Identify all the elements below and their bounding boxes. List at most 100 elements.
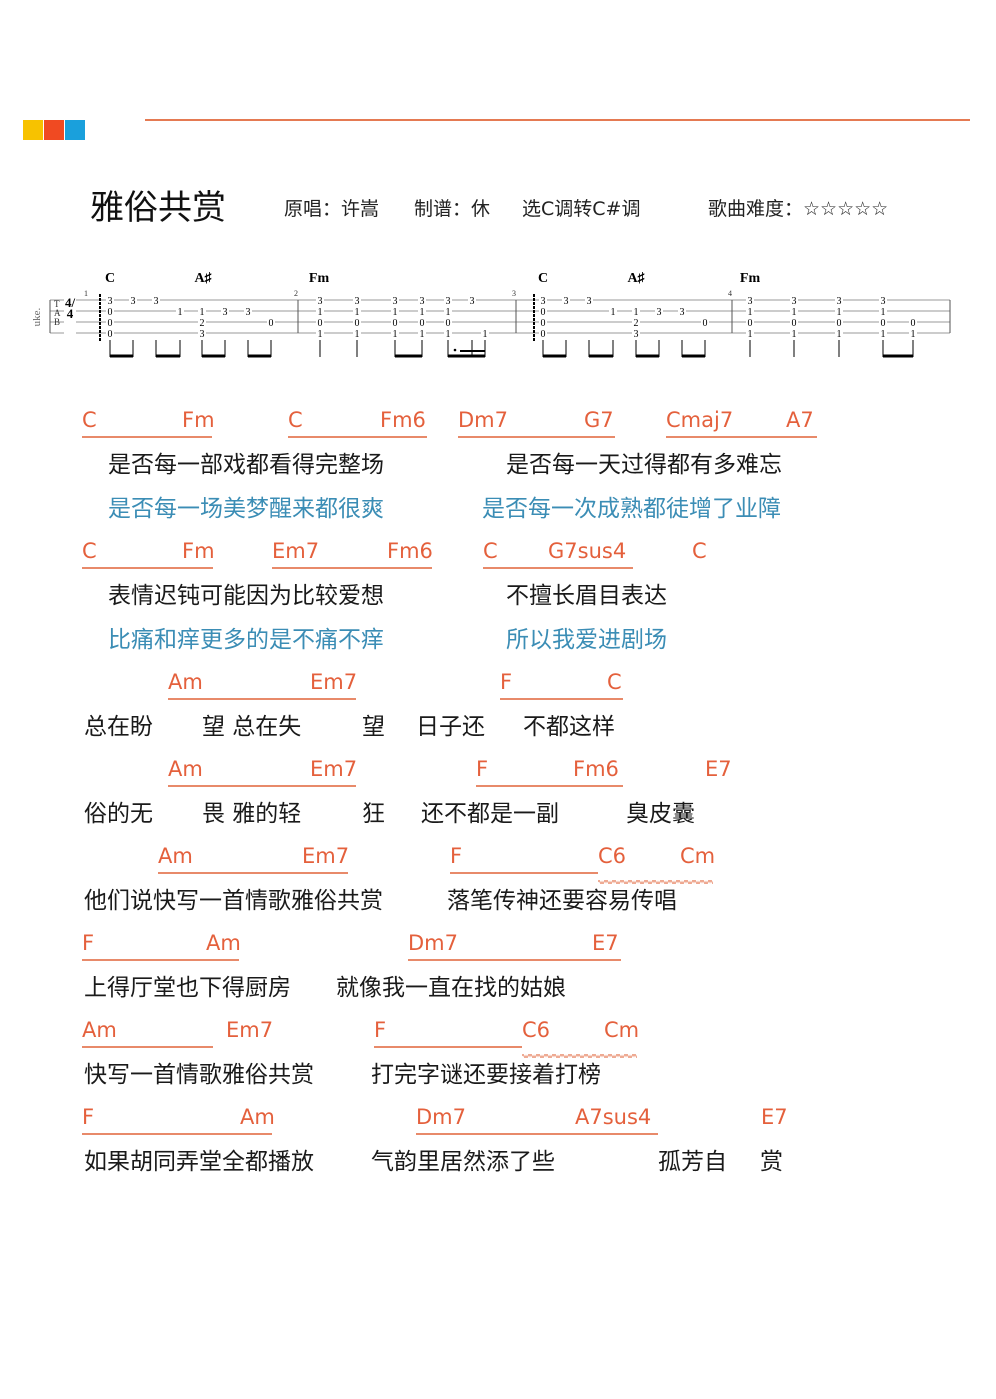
fret-bg [221, 306, 229, 316]
fret-number: 3 [420, 296, 425, 307]
lyric-line: 狂 [362, 801, 385, 827]
fret-bg [418, 295, 426, 305]
fret-bg [444, 306, 452, 316]
fret-bg [106, 328, 114, 338]
chord-underline [168, 785, 356, 787]
fret-bg [678, 306, 686, 316]
alt-lyric-line: 所以我爱进剧场 [506, 627, 667, 653]
chord-label: C6 [522, 1018, 551, 1042]
chord-wavy-underline [521, 1044, 639, 1058]
lyric-line: 快写一首情歌雅俗共赏 [84, 1062, 314, 1088]
chord-label: C [82, 408, 97, 432]
chord-label: Am [206, 931, 241, 955]
fret-bg [353, 306, 361, 316]
chord-label: Fm [182, 539, 215, 563]
header-line [145, 119, 970, 121]
fret-number: 1 [792, 329, 797, 340]
chord-label: F [500, 670, 513, 694]
chord-underline [500, 698, 623, 700]
chord-underline [168, 698, 356, 700]
fret-number: 3 [223, 307, 228, 318]
fret-bg [198, 306, 206, 316]
fret-number: 1 [881, 307, 886, 318]
chord-label: Fm [182, 408, 215, 432]
tab-chord-label: Fm [740, 271, 761, 286]
fret-bg [106, 306, 114, 316]
lyric-line: 不擅长眉目表达 [506, 583, 667, 609]
dot-icon [453, 348, 457, 352]
fret-bg [176, 306, 184, 316]
chord-underline [272, 567, 432, 569]
fret-number: 0 [446, 318, 451, 329]
lyric-line: 日子还 [416, 714, 485, 740]
chord-label: F [82, 931, 95, 955]
chord-label: Em7 [302, 844, 350, 868]
tab-clef-letter: B [54, 317, 60, 327]
fret-bg [746, 306, 754, 316]
fret-bg [539, 306, 547, 316]
instrument-label: uke. [31, 307, 43, 326]
lyric-line: 总在盼 [84, 714, 153, 740]
fret-bg [909, 328, 917, 338]
fret-number: 2 [634, 318, 639, 329]
fret-number: 1 [393, 329, 398, 340]
fret-bg [879, 295, 887, 305]
chord-label: Dm7 [416, 1105, 466, 1129]
fret-number: 1 [881, 329, 886, 340]
lyric-line: 俗的无 [84, 801, 153, 827]
chord-label: Em7 [310, 757, 358, 781]
fret-number: 3 [541, 296, 546, 307]
chord-label: G7sus4 [548, 539, 627, 563]
fret-number: 1 [911, 329, 916, 340]
chord-underline [483, 567, 633, 569]
fret-bg [609, 306, 617, 316]
fret-number: 3 [748, 296, 753, 307]
fret-bg [790, 328, 798, 338]
fret-number: 0 [108, 318, 113, 329]
fret-number: 3 [564, 296, 569, 307]
fret-bg [632, 317, 640, 327]
fret-bg [746, 295, 754, 305]
fret-number: 3 [792, 296, 797, 307]
chord-underline [476, 785, 623, 787]
chord-label: F [476, 757, 489, 781]
tab-clef-letter: T [54, 299, 60, 309]
fret-bg [106, 317, 114, 327]
fret-bg [391, 295, 399, 305]
fret-bg [316, 317, 324, 327]
lyric-line: 是否每一部戏都看得完整场 [108, 452, 384, 478]
fret-number: 0 [393, 318, 398, 329]
fret-bg [835, 295, 843, 305]
chord-underline [288, 436, 427, 438]
chord-underline [82, 1133, 272, 1135]
fret-bg [444, 295, 452, 305]
fret-number: 0 [792, 318, 797, 329]
lyric-line: 还不都是一副 [421, 801, 559, 827]
fret-bg [585, 295, 593, 305]
lyric-line: 望 总在失 [202, 714, 302, 740]
lyric-line: 就像我一直在找的姑娘 [336, 975, 566, 1001]
fret-bg [418, 328, 426, 338]
fret-number: 0 [881, 318, 886, 329]
fret-bg [198, 317, 206, 327]
lyric-line: 畏 雅的轻 [202, 801, 302, 827]
fret-bg [391, 328, 399, 338]
fret-bg [539, 328, 547, 338]
fret-bg [444, 328, 452, 338]
fret-number: 0 [108, 329, 113, 340]
fret-number: 3 [680, 307, 685, 318]
chord-underline [408, 959, 621, 961]
chord-label: Em7 [272, 539, 320, 563]
fret-bg [316, 306, 324, 316]
chord-underline [82, 1046, 213, 1048]
fret-number: 3 [657, 307, 662, 318]
fret-number: 1 [446, 307, 451, 318]
fret-number: 1 [420, 307, 425, 318]
fret-bg [790, 306, 798, 316]
fret-bg [353, 295, 361, 305]
fret-number: 0 [420, 318, 425, 329]
fret-number: 1 [200, 307, 205, 318]
fret-number: 1 [748, 329, 753, 340]
chord-underline [416, 1133, 658, 1135]
